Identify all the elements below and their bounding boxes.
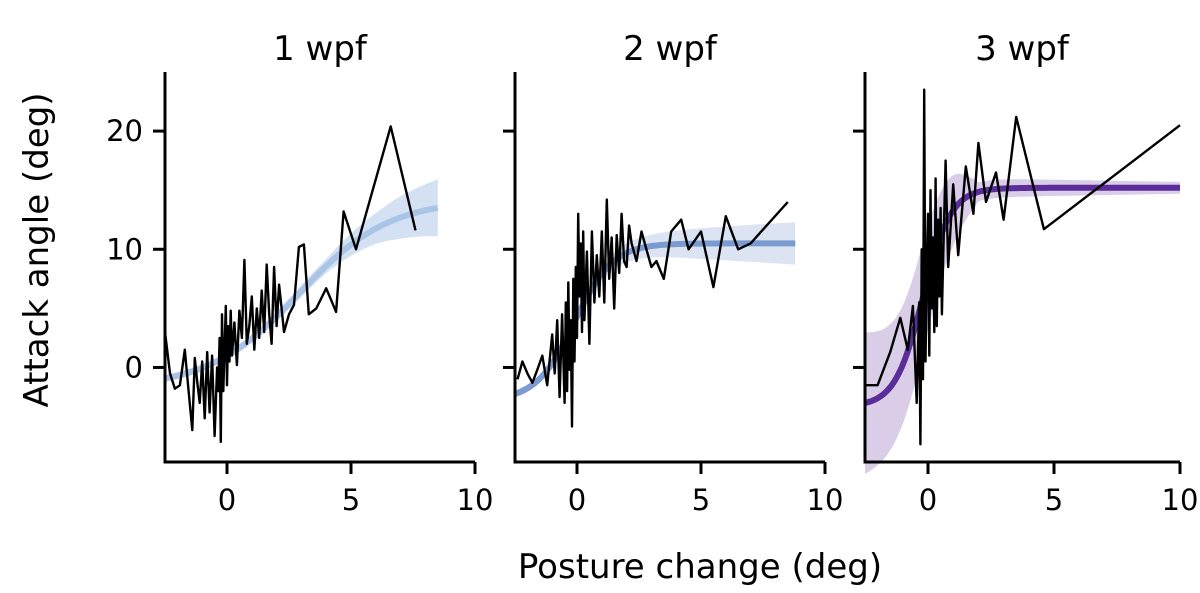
fit-curve xyxy=(514,240,796,397)
panel-title: 2 wpf xyxy=(623,29,718,69)
x-tick-label: 5 xyxy=(1045,483,1063,517)
confidence-band xyxy=(515,222,796,398)
axes xyxy=(163,72,475,464)
y-tick-label: 20 xyxy=(106,114,143,148)
x-tick-label: 10 xyxy=(1162,483,1199,517)
y-axis-label: Attack angle (deg) xyxy=(17,92,57,407)
x-tick-label: 5 xyxy=(342,483,360,517)
axes xyxy=(513,72,825,464)
fit-curve xyxy=(164,204,439,382)
data-line xyxy=(865,88,1181,446)
x-tick-label: 0 xyxy=(568,483,586,517)
axes xyxy=(863,72,1180,464)
data-line xyxy=(516,198,789,428)
y-tick-label: 10 xyxy=(106,232,143,266)
x-tick-label: 10 xyxy=(457,483,494,517)
data-line xyxy=(163,125,417,444)
x-tick-label: 10 xyxy=(807,483,844,517)
x-axis-label: Posture change (deg) xyxy=(518,547,882,587)
panel-title: 3 wpf xyxy=(975,29,1070,69)
x-tick-label: 5 xyxy=(692,483,710,517)
confidence-band xyxy=(865,173,1180,474)
panel-1wpf: 1 wpf 0 10 20 0 5 10 xyxy=(106,29,493,517)
panel-title: 1 wpf xyxy=(273,29,368,69)
panel-2wpf: 2 wpf 0 5 10 xyxy=(503,29,843,517)
confidence-band xyxy=(165,179,438,382)
fit-curve xyxy=(864,184,1180,406)
panel-3wpf: 3 wpf 0 5 10 xyxy=(853,29,1198,517)
x-tick-label: 0 xyxy=(218,483,236,517)
x-tick-label: 0 xyxy=(919,483,937,517)
y-tick-label: 0 xyxy=(125,350,143,384)
